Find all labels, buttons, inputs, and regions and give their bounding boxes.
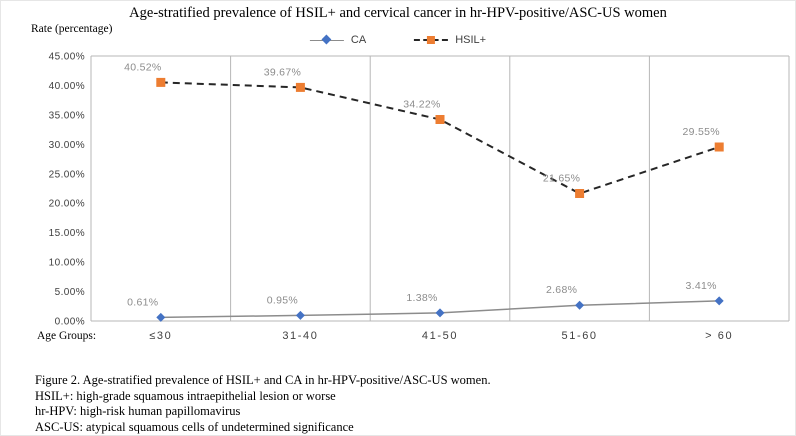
hsil-line-swatch bbox=[414, 35, 449, 44]
svg-text:0.61%: 0.61% bbox=[127, 296, 158, 308]
legend-label-hsil: HSIL+ bbox=[455, 34, 487, 46]
svg-text:39.67%: 39.67% bbox=[264, 66, 301, 78]
legend-item-hsil: HSIL+ bbox=[414, 34, 486, 46]
svg-text:31-40: 31-40 bbox=[282, 330, 318, 342]
figure-caption: Figure 2. Age-stratified prevalence of H… bbox=[35, 373, 491, 435]
svg-text:41-50: 41-50 bbox=[422, 330, 458, 342]
svg-text:15.00%: 15.00% bbox=[49, 228, 85, 239]
svg-text:1.38%: 1.38% bbox=[406, 292, 437, 304]
svg-text:34.22%: 34.22% bbox=[403, 99, 440, 111]
ca-line-swatch bbox=[309, 34, 344, 44]
hsil-square-marker-icon bbox=[427, 35, 436, 44]
svg-text:5.00%: 5.00% bbox=[55, 287, 85, 298]
svg-text:20.00%: 20.00% bbox=[49, 199, 85, 210]
chart-legend: CA HSIL+ bbox=[309, 34, 486, 46]
legend-label-ca: CA bbox=[350, 34, 367, 46]
svg-text:≤30: ≤30 bbox=[149, 330, 172, 342]
chart-title: Age-stratified prevalence of HSIL+ and c… bbox=[129, 5, 667, 21]
svg-text:3.41%: 3.41% bbox=[686, 280, 717, 292]
svg-text:0.00%: 0.00% bbox=[55, 317, 85, 328]
svg-text:10.00%: 10.00% bbox=[49, 258, 85, 269]
line-chart-plot-area: 0.00% 5.00% 10.00% 15.00% 20.00% 25.00% 30.00%… bbox=[49, 52, 790, 342]
caption-line-hrhpv-definition: hr-HPV: high-risk human papillomavirus bbox=[35, 404, 241, 418]
svg-text:25.00%: 25.00% bbox=[49, 169, 85, 180]
svg-text:29.55%: 29.55% bbox=[682, 126, 719, 138]
svg-text:35.00%: 35.00% bbox=[49, 110, 85, 121]
svg-text:40.00%: 40.00% bbox=[49, 81, 85, 92]
ca-diamond-marker-icon bbox=[321, 34, 332, 44]
x-axis-title: Age Groups: bbox=[37, 330, 97, 342]
svg-text:45.00%: 45.00% bbox=[49, 52, 85, 63]
svg-text:2.68%: 2.68% bbox=[546, 284, 577, 296]
svg-text:> 60: > 60 bbox=[705, 330, 733, 342]
caption-line-figure: Figure 2. Age-stratified prevalence of H… bbox=[35, 373, 491, 387]
svg-text:21.65%: 21.65% bbox=[543, 173, 580, 185]
legend-item-ca: CA bbox=[309, 34, 367, 46]
svg-text:40.52%: 40.52% bbox=[124, 61, 161, 73]
caption-line-ascus-definition: ASC-US: atypical squamous cells of undet… bbox=[35, 419, 354, 434]
svg-text:30.00%: 30.00% bbox=[49, 140, 85, 151]
y-axis-title: Rate (percentage) bbox=[31, 23, 113, 35]
svg-text:0.95%: 0.95% bbox=[267, 294, 298, 306]
svg-text:51-60: 51-60 bbox=[562, 330, 598, 342]
caption-line-hsil-definition: HSIL+: high-grade squamous intraepitheli… bbox=[35, 388, 336, 403]
